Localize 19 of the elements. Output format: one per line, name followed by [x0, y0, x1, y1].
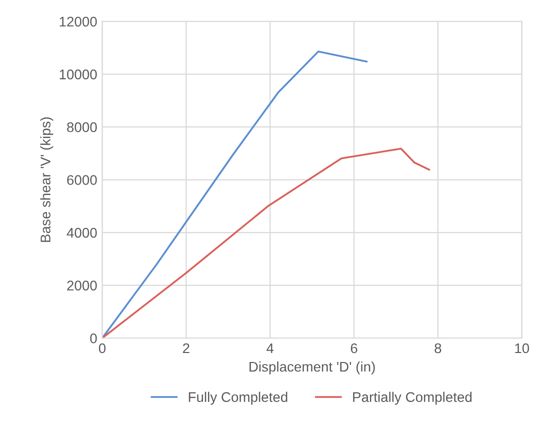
- legend-label: Partially Completed: [353, 392, 472, 405]
- y-tick-label: 2000: [67, 280, 97, 291]
- x-axis-title: Displacement 'D' (in): [250, 361, 375, 374]
- y-axis-title: Base shear 'V' (kips): [40, 117, 54, 242]
- x-tick-label: 6: [350, 343, 358, 354]
- x-tick-label: 0: [98, 343, 106, 354]
- y-tick-label: 4000: [66, 228, 97, 238]
- x-tick-label: 8: [434, 343, 442, 354]
- y-tick-label: 8000: [67, 122, 97, 132]
- y-tick-label: 0: [90, 333, 97, 344]
- y-tick-label: 12000: [60, 16, 97, 27]
- y-tick-label: 6000: [67, 175, 97, 185]
- line-series: [102, 148, 430, 338]
- x-tick-label: 2: [182, 343, 190, 354]
- legend-label: Fully Completed: [188, 392, 288, 405]
- x-tick-label: 10: [515, 343, 530, 354]
- x-tick-label: 4: [266, 343, 274, 354]
- line-series: [102, 50, 368, 338]
- y-tick-label: 10000: [60, 70, 97, 80]
